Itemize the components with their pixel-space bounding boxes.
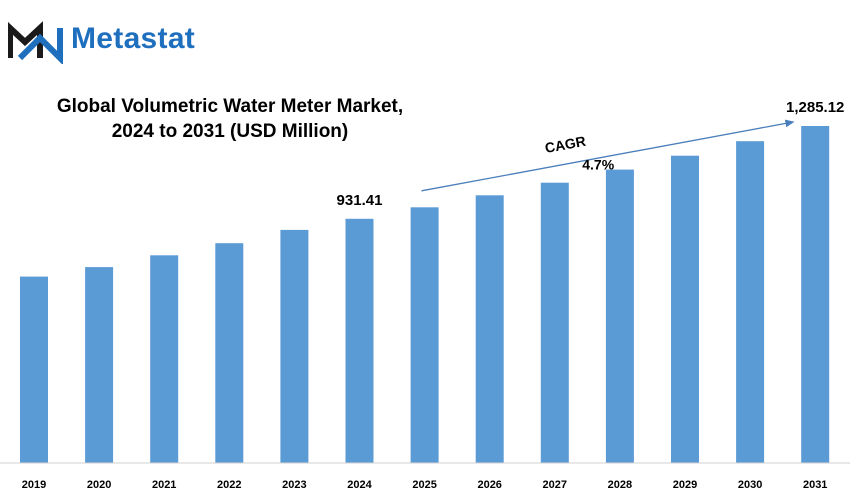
bar-2023 [280,229,309,463]
cagr-label: CAGR [544,133,587,156]
x-tick-label-2025: 2025 [412,479,436,491]
bar-2028 [605,169,634,463]
bar-2026 [475,195,504,464]
bar-2020 [85,267,114,463]
data-label-2031: 1,285.12 [786,99,844,116]
cagr-arrow [421,119,795,192]
bar-2019 [20,276,48,463]
x-tick-label-2022: 2022 [217,479,241,491]
x-tick-label-2027: 2027 [543,479,567,491]
bar-2030 [736,141,765,463]
x-tick-label-2023: 2023 [282,479,306,491]
x-tick-label-2021: 2021 [152,479,176,491]
x-tick-label-2030: 2030 [738,479,762,491]
data-label-2024: 931.41 [337,192,383,209]
x-tick-label-2020: 2020 [87,479,111,491]
chart-title-line-1: Global Volumetric Water Meter Market, [56,96,404,117]
bar-2022 [215,243,244,463]
bar-2025 [410,207,439,463]
x-tick-label-2029: 2029 [673,479,697,491]
cagr-value: 4.7% [582,156,614,172]
bar-2029 [671,155,699,463]
bar-2027 [540,182,569,463]
bar-2031 [801,126,830,463]
x-tick-label-2026: 2026 [477,479,501,491]
bar-2024 [345,218,374,463]
x-tick-label-2028: 2028 [608,479,632,491]
bar-2021 [150,255,179,463]
x-tick-label-2031: 2031 [803,479,827,491]
chart-title-line-2: 2024 to 2031 (USD Million) [111,121,349,142]
metastat-logo-icon [8,21,63,64]
x-tick-label-2024: 2024 [347,479,372,491]
chart-title: Global Volumetric Water Meter Market, 20… [40,94,420,144]
brand-name: Metastat [71,22,196,55]
x-tick-label-2019: 2019 [22,479,46,491]
